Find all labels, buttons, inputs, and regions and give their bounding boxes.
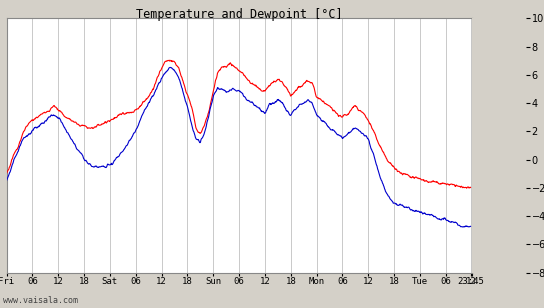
Text: www.vaisala.com: www.vaisala.com xyxy=(3,296,78,305)
Text: Temperature and Dewpoint [°C]: Temperature and Dewpoint [°C] xyxy=(136,8,342,21)
